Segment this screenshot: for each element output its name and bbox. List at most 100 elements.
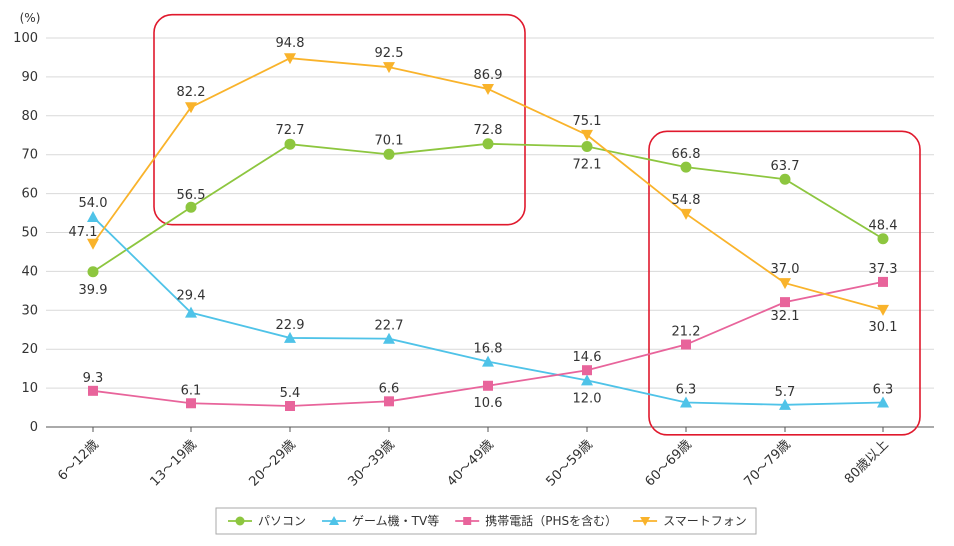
data-label: 9.3 — [83, 371, 104, 386]
point-marker — [779, 398, 791, 410]
point-marker — [680, 161, 692, 173]
data-label: 72.8 — [474, 123, 503, 138]
data-label: 75.1 — [573, 114, 602, 129]
y-unit-label: (%) — [20, 11, 41, 25]
point-marker — [383, 62, 395, 74]
axes: 0 10 20 30 40 50 60 70 80 90 100 (%) 6～12歳 13～19歳 20～2… — [13, 11, 892, 490]
point-marker — [284, 331, 296, 343]
y-tick-label: 30 — [21, 303, 38, 318]
data-label: 6.6 — [379, 381, 400, 396]
point-marker — [482, 138, 494, 150]
point-marker — [329, 516, 340, 525]
data-label: 32.1 — [771, 309, 800, 324]
point-marker — [284, 138, 296, 150]
highlight-box — [153, 13, 526, 226]
data-label: 72.1 — [573, 158, 602, 173]
y-tick-label: 0 — [30, 420, 38, 435]
legend-frame — [215, 507, 757, 535]
data-label: 12.0 — [573, 391, 602, 406]
data-label: 72.7 — [276, 123, 305, 138]
data-label: 37.3 — [869, 262, 898, 277]
point-marker — [877, 304, 889, 316]
data-label: 37.0 — [771, 262, 800, 277]
series-line — [92, 57, 884, 311]
point-marker — [581, 374, 593, 386]
x-tick-label: 50～59歳 — [543, 437, 595, 489]
point-marker — [779, 173, 791, 185]
point-marker — [383, 332, 395, 344]
data-label: 5.4 — [280, 386, 301, 401]
point-marker — [680, 208, 692, 220]
point-marker — [640, 517, 651, 526]
data-label: 30.1 — [869, 320, 898, 335]
legend-label: 携帯電話（PHSを含む） — [485, 513, 617, 528]
y-tick-label: 20 — [21, 342, 38, 357]
data-label: 54.8 — [672, 193, 701, 208]
x-tick-label: 20～29歳 — [246, 437, 298, 489]
x-tick-label: 13～19歳 — [147, 437, 199, 489]
y-tick-label: 80 — [21, 109, 38, 124]
point-marker — [383, 148, 395, 160]
y-tick-label: 70 — [21, 148, 38, 163]
data-labels: 39.9 56.5 72.7 70.1 72.8 72.1 66.8 63.7 48.4 54.0… — [69, 36, 898, 411]
legend-label: パソコン — [258, 514, 306, 528]
point-marker — [88, 385, 98, 396]
x-tick-label: 70～79歳 — [741, 437, 793, 489]
point-marker — [185, 201, 197, 213]
series-lines — [87, 53, 889, 411]
point-marker — [581, 129, 593, 141]
data-label: 22.7 — [375, 319, 404, 334]
data-label: 48.4 — [869, 219, 898, 234]
data-label: 66.8 — [672, 147, 701, 162]
point-marker — [878, 276, 888, 287]
point-marker — [680, 396, 692, 408]
data-label: 6.3 — [676, 382, 697, 397]
grid — [46, 37, 934, 428]
y-tick-label: 40 — [21, 264, 38, 279]
data-label: 47.1 — [69, 225, 98, 240]
point-marker — [582, 365, 592, 376]
point-marker — [284, 53, 296, 65]
point-marker — [581, 141, 593, 153]
point-marker — [235, 516, 245, 526]
y-tick-label: 90 — [21, 70, 38, 85]
data-label: 14.6 — [573, 350, 602, 365]
point-marker — [780, 297, 790, 308]
point-marker — [87, 266, 99, 278]
point-marker — [482, 83, 494, 95]
highlight-box — [648, 130, 921, 436]
data-label: 63.7 — [771, 159, 800, 174]
data-label: 10.6 — [474, 396, 503, 411]
point-marker — [877, 396, 889, 408]
point-marker — [877, 233, 889, 245]
point-marker — [681, 339, 691, 350]
series-line — [92, 142, 884, 273]
data-label: 21.2 — [672, 325, 701, 340]
data-label: 86.9 — [474, 68, 503, 83]
data-label: 16.8 — [474, 342, 503, 357]
data-label: 56.5 — [177, 188, 206, 203]
data-label: 92.5 — [375, 46, 404, 61]
legend-label: ゲーム機・TV等 — [352, 513, 439, 528]
point-marker — [185, 306, 197, 318]
point-marker — [779, 278, 791, 290]
data-label: 22.9 — [276, 318, 305, 333]
data-label: 6.3 — [873, 382, 894, 397]
data-label: 82.2 — [177, 85, 206, 100]
point-marker — [463, 517, 472, 525]
point-marker — [482, 355, 494, 367]
point-marker — [483, 380, 493, 391]
x-tick-label: 40～49歳 — [444, 437, 496, 489]
data-label: 5.7 — [775, 385, 796, 400]
point-marker — [87, 210, 99, 222]
data-label: 54.0 — [79, 196, 108, 211]
x-tick-label: 6～12歳 — [55, 437, 102, 484]
y-tick-label: 100 — [13, 31, 38, 46]
y-tick-label: 50 — [21, 226, 38, 241]
highlight-boxes — [153, 13, 921, 436]
data-label: 29.4 — [177, 289, 206, 304]
point-marker — [285, 400, 295, 411]
data-label: 94.8 — [276, 36, 305, 51]
